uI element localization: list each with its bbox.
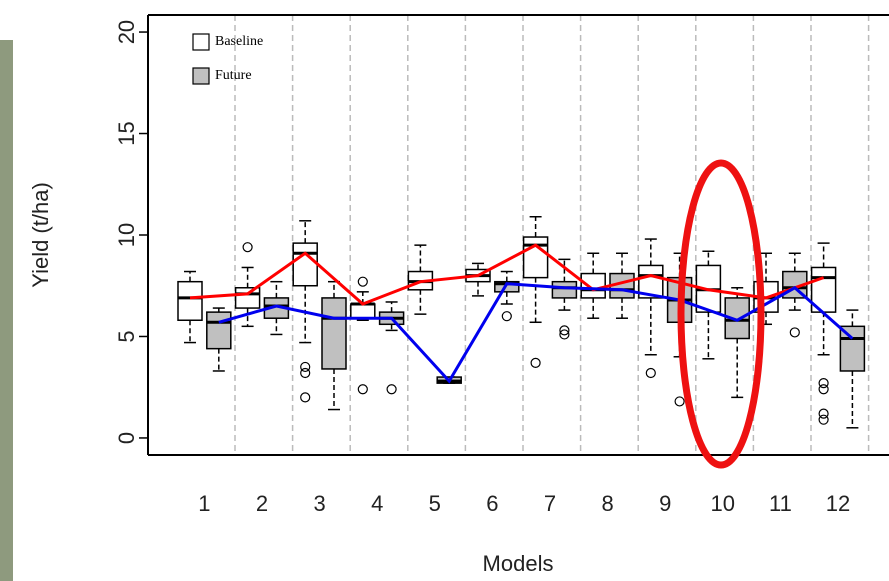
box	[292, 242, 318, 287]
outlier	[789, 327, 800, 338]
box	[321, 297, 347, 370]
outlier	[559, 325, 570, 336]
box	[580, 272, 606, 299]
median-trend	[189, 243, 825, 306]
highlight-ellipse	[677, 159, 765, 469]
outlier	[501, 311, 512, 322]
box	[177, 280, 203, 321]
legend-swatch	[192, 67, 210, 85]
x-tick-label: 6	[486, 491, 498, 516]
outlier	[645, 367, 656, 379]
box	[206, 311, 232, 350]
x-tick-label: 8	[601, 491, 613, 516]
outlier	[300, 367, 311, 379]
box	[551, 280, 578, 299]
box	[350, 303, 376, 319]
y-tick-label: 10	[114, 223, 139, 247]
box	[234, 287, 261, 309]
box	[839, 325, 866, 372]
x-tick-label: 3	[313, 491, 325, 516]
x-tick-label: 4	[371, 491, 383, 516]
outlier	[242, 242, 253, 253]
y-tick-label: 15	[114, 121, 139, 145]
median-trend	[218, 282, 854, 384]
x-tick-label: 2	[256, 491, 268, 516]
outlier	[818, 414, 829, 425]
x-tick-label: 5	[429, 491, 441, 516]
x-tick-label: 12	[826, 491, 850, 516]
outlier	[300, 361, 311, 373]
x-tick-label: 7	[544, 491, 556, 516]
outlier	[674, 396, 685, 407]
y-tick-label: 0	[114, 432, 139, 444]
legend-label: Baseline	[215, 34, 263, 49]
outlier	[357, 276, 368, 287]
outlier	[530, 357, 541, 368]
x-axis-label: Models	[483, 551, 554, 576]
outlier	[818, 408, 829, 419]
outlier	[559, 329, 570, 340]
y-tick-label: 20	[114, 20, 139, 44]
outlier	[300, 392, 311, 403]
outlier	[818, 384, 829, 395]
x-tick-label: 1	[198, 491, 210, 516]
outlier	[818, 378, 829, 389]
y-tick-label: 5	[114, 330, 139, 342]
box	[522, 236, 549, 279]
x-tick-label: 10	[711, 491, 735, 516]
legend-label: Future	[215, 68, 252, 83]
outlier	[357, 384, 368, 395]
background-strip	[0, 40, 13, 581]
legend-swatch	[192, 33, 210, 51]
x-tick-label: 11	[769, 491, 792, 516]
x-tick-label: 9	[659, 491, 671, 516]
box	[494, 280, 520, 293]
outlier	[386, 384, 397, 395]
y-axis-label: Yield (t/ha)	[28, 182, 53, 288]
